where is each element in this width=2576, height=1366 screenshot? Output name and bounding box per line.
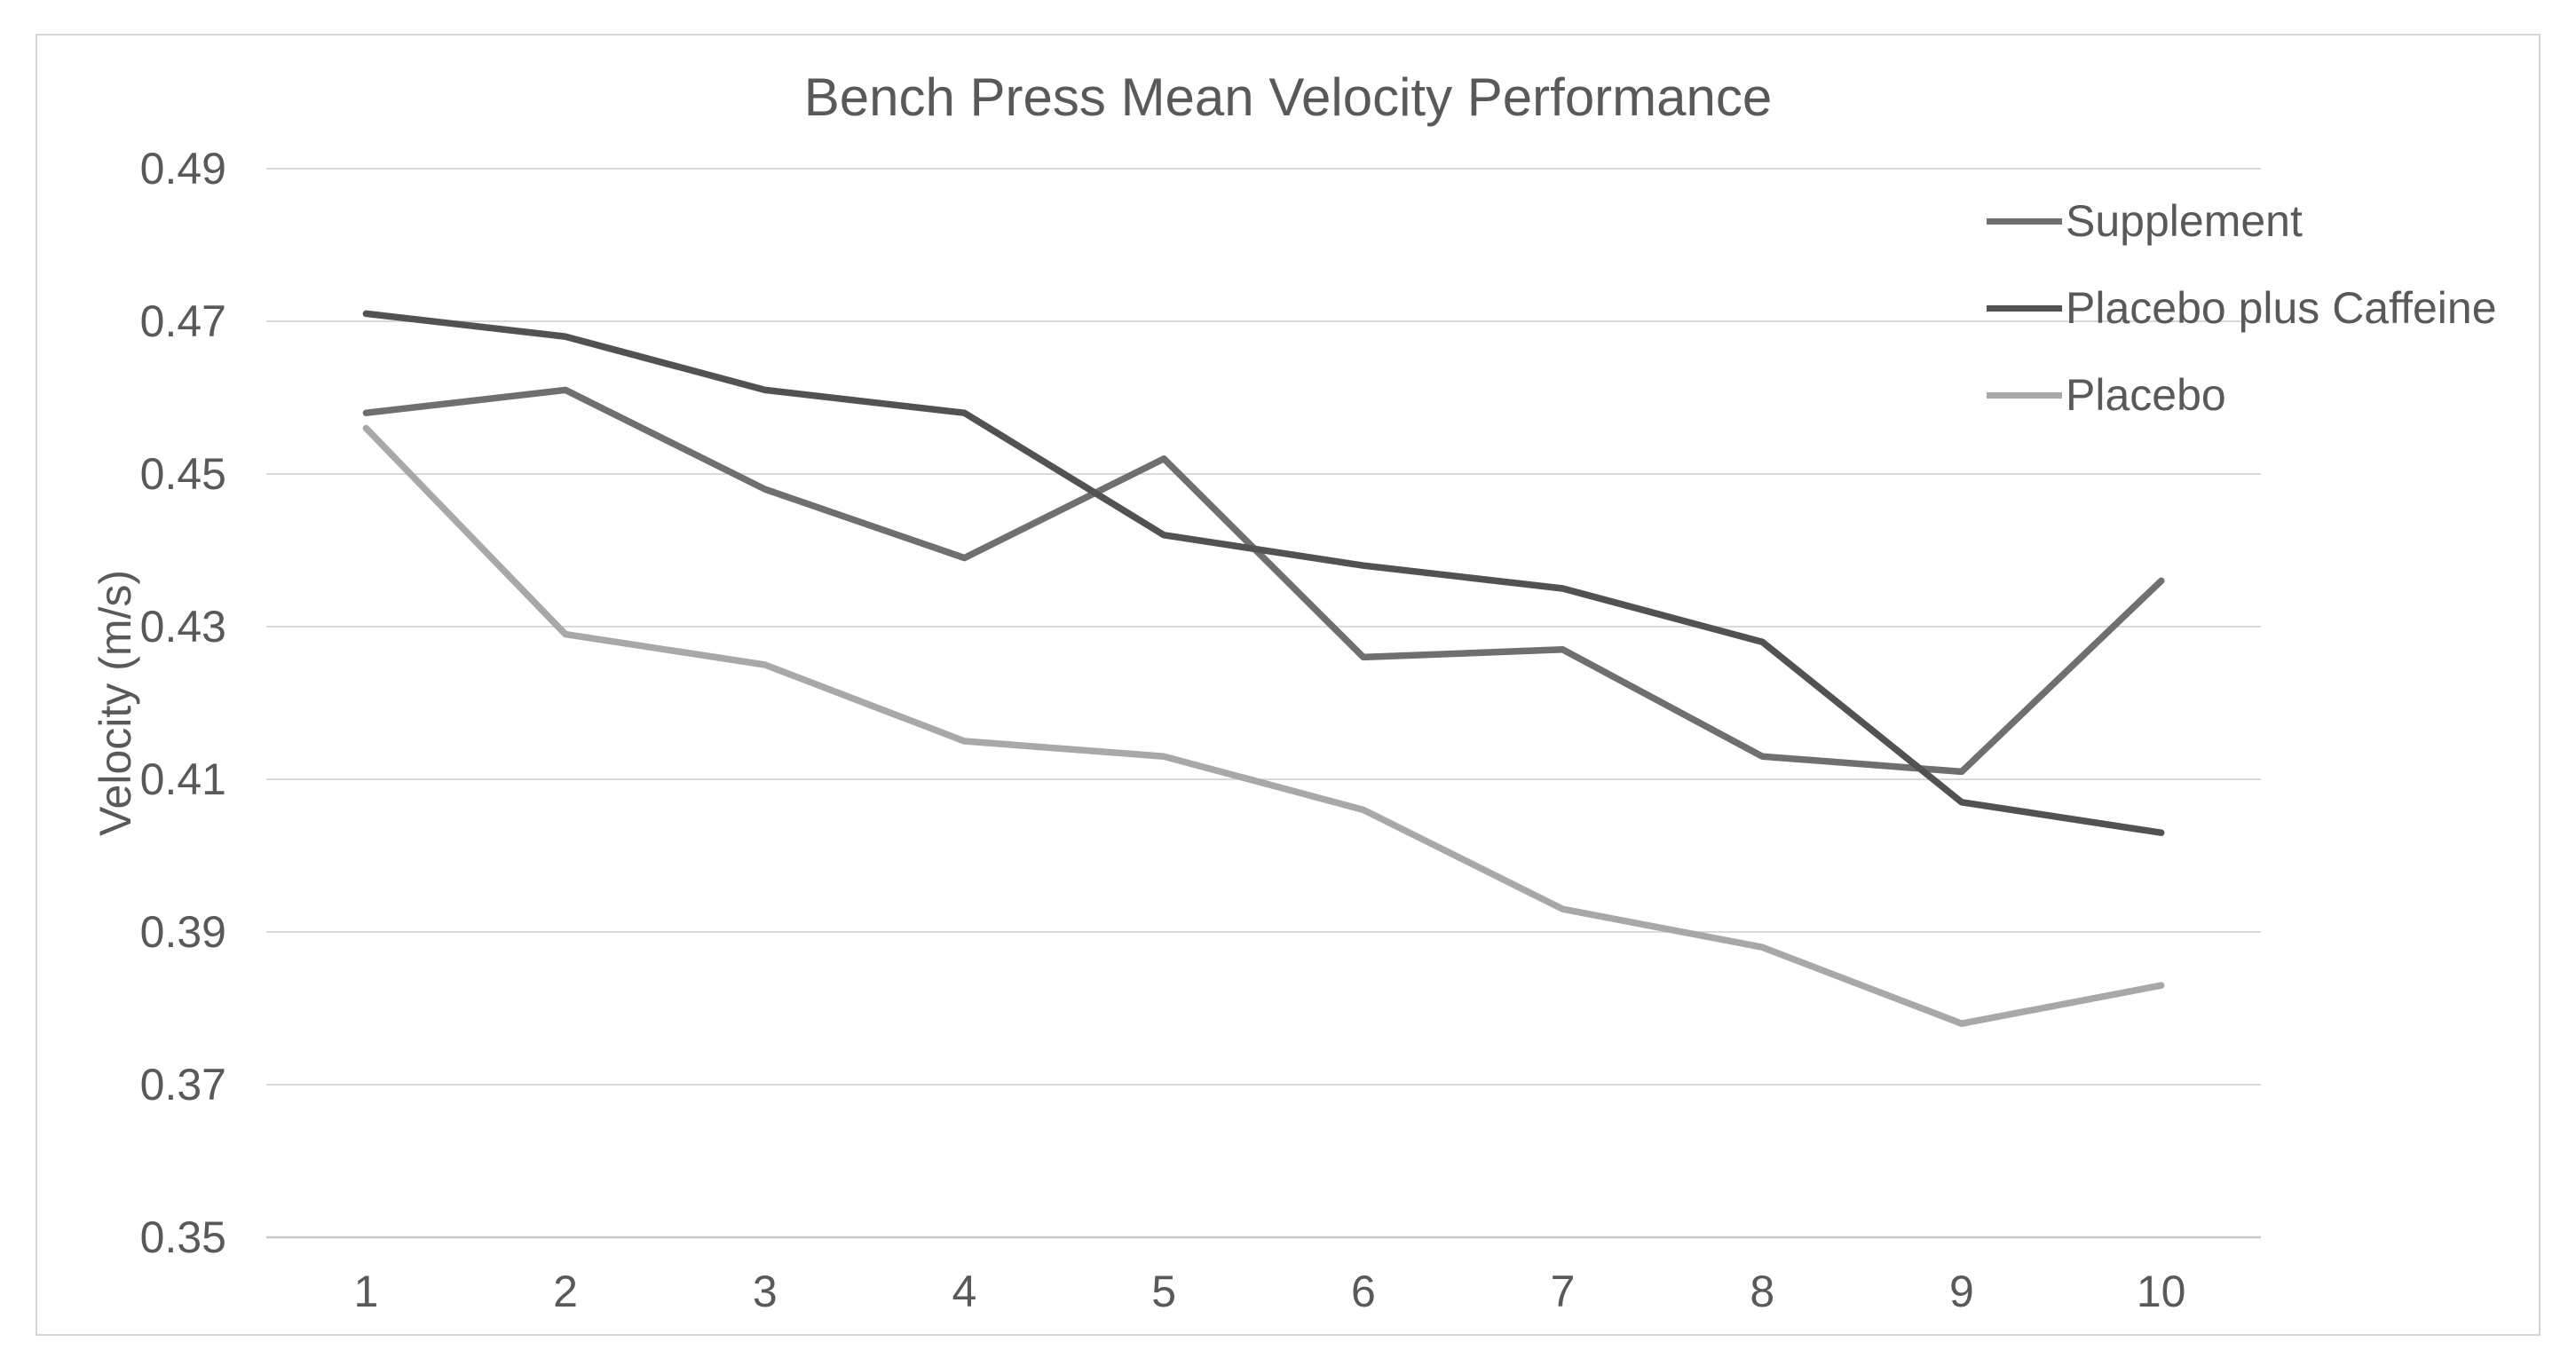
x-tick-label: 9 <box>1949 1267 1974 1316</box>
y-tick-label: 0.35 <box>140 1212 226 1262</box>
y-tick-label: 0.49 <box>140 144 226 193</box>
chart-title: Bench Press Mean Velocity Performance <box>803 67 1773 127</box>
legend-label: Supplement <box>2066 196 2303 246</box>
x-tick-label: 4 <box>952 1267 977 1316</box>
legend-swatch-supplement <box>1987 217 2062 225</box>
x-tick-label: 3 <box>753 1267 778 1316</box>
y-tick-label: 0.47 <box>140 296 226 346</box>
legend-swatch-placebo <box>1987 391 2062 399</box>
x-tick-label: 1 <box>353 1267 378 1316</box>
y-tick-label: 0.43 <box>140 602 226 651</box>
x-tick-label: 6 <box>1351 1267 1376 1316</box>
legend-label: Placebo <box>2066 370 2226 420</box>
y-tick-label: 0.41 <box>140 754 226 804</box>
y-tick-label: 0.45 <box>140 449 226 499</box>
x-tick-label: 10 <box>2137 1267 2186 1316</box>
legend-item-placebo-plus-caffeine: Placebo plus Caffeine <box>1987 286 2497 330</box>
legend-swatch-placebo-plus-caffeine <box>1987 304 2062 312</box>
legend-item-supplement: Supplement <box>1987 199 2303 243</box>
series-line-placebo <box>362 424 2165 1027</box>
chart-border <box>36 34 2540 1336</box>
series-line-placebo-plus-caffeine <box>362 310 2165 836</box>
x-tick-label: 8 <box>1750 1267 1774 1316</box>
y-tick-label: 0.39 <box>140 907 226 957</box>
y-tick-label: 0.37 <box>140 1060 226 1109</box>
legend-item-placebo: Placebo <box>1987 373 2226 417</box>
x-tick-label: 2 <box>553 1267 578 1316</box>
series-line-supplement <box>362 386 2165 776</box>
x-tick-label: 7 <box>1551 1267 1576 1316</box>
legend-label: Placebo plus Caffeine <box>2066 283 2497 333</box>
x-tick-label: 5 <box>1151 1267 1176 1316</box>
